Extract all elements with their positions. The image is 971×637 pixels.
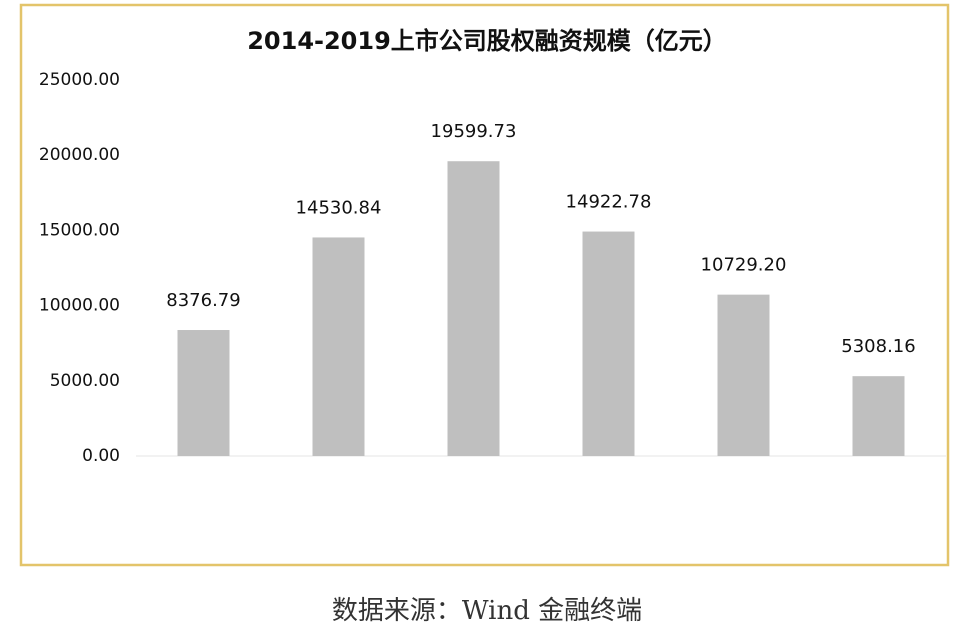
y-tick-label: 10000.00 <box>39 296 120 316</box>
y-tick-label: 0.00 <box>82 446 120 466</box>
y-tick-label: 25000.00 <box>39 70 120 90</box>
bar <box>312 237 365 456</box>
value-label: 14922.78 <box>566 192 652 213</box>
bar <box>582 231 635 456</box>
bar <box>177 330 230 456</box>
source-note: 数据来源：Wind 金融终端 <box>332 596 642 626</box>
bar <box>717 294 770 456</box>
value-label: 14530.84 <box>296 197 382 218</box>
y-tick-label: 15000.00 <box>39 220 120 240</box>
y-tick-label: 5000.00 <box>50 371 120 391</box>
y-tick-label: 20000.00 <box>39 145 120 165</box>
bar <box>852 376 905 456</box>
value-label: 5308.16 <box>841 336 915 357</box>
value-label: 8376.79 <box>166 290 240 311</box>
value-label: 10729.20 <box>701 255 787 276</box>
bar <box>447 161 500 456</box>
value-label: 19599.73 <box>431 121 517 142</box>
chart-title: 2014-2019上市公司股权融资规模（亿元） <box>247 27 727 55</box>
